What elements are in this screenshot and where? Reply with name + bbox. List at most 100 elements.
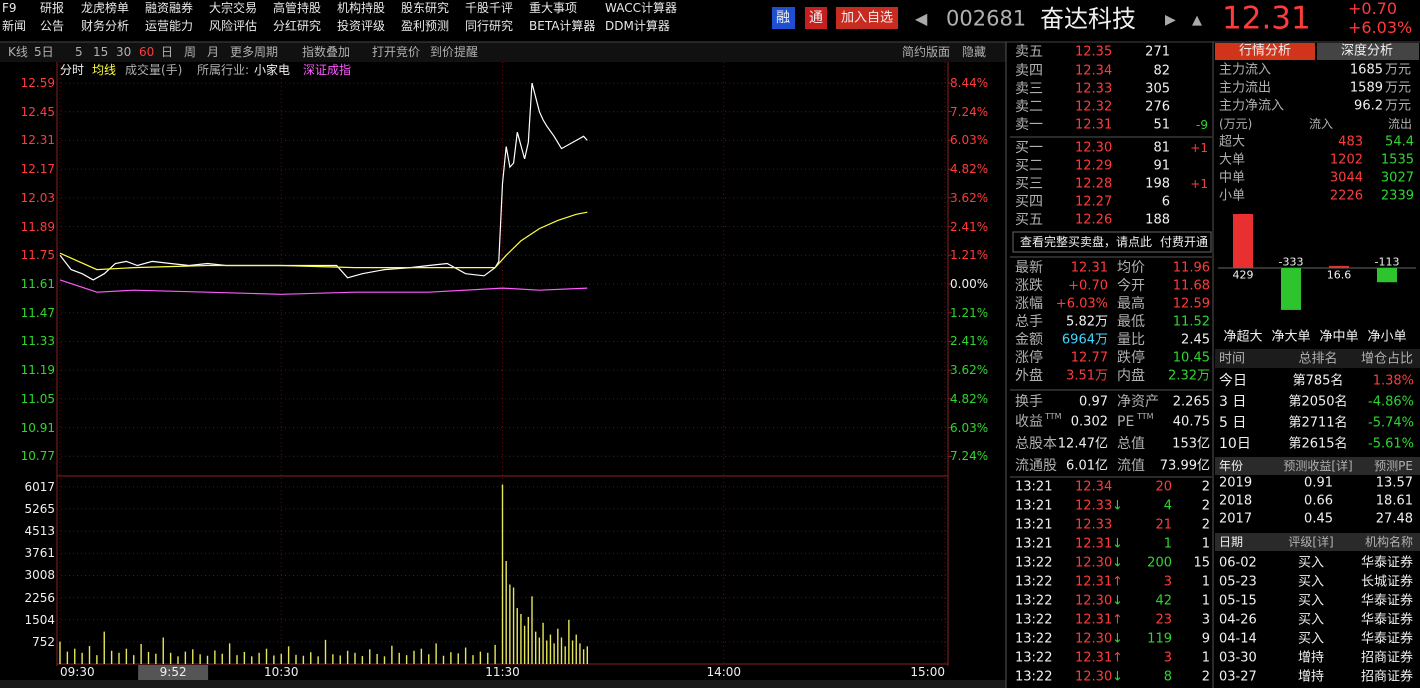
rating: 买入: [1297, 612, 1325, 628]
toolbar-item[interactable]: 更多周期: [230, 45, 279, 59]
menu-item[interactable]: 分红研究: [273, 19, 322, 33]
menu-item[interactable]: 千股千评: [465, 1, 514, 15]
tab-active[interactable]: [1215, 43, 1315, 60]
order-price: 12.32: [1075, 99, 1113, 115]
y2-tick-label: 3.62%: [950, 363, 989, 378]
toolbar-item[interactable]: 简约版面: [902, 45, 951, 59]
volume-bar: [169, 652, 172, 664]
fund-label: 流通股: [1015, 458, 1057, 474]
add-button[interactable]: 加入自选: [840, 10, 894, 26]
y2-tick-label: 2.41%: [950, 334, 989, 349]
menu-item[interactable]: 风险评估: [209, 19, 258, 33]
tab[interactable]: [1317, 43, 1419, 60]
volume-bar: [557, 628, 559, 664]
menu-item[interactable]: 公告: [40, 19, 65, 33]
menu-item[interactable]: 高管持股: [273, 1, 322, 15]
table-header: 日期: [1219, 535, 1244, 549]
toolbar-item[interactable]: 指数叠加: [302, 45, 351, 59]
change: +0.70: [1348, 0, 1398, 18]
tab-label[interactable]: 深度分析: [1340, 43, 1394, 59]
net-category: 净中单: [1319, 329, 1359, 345]
y2-tick-label: 6.03%: [950, 420, 989, 435]
rating: 买入: [1297, 555, 1325, 571]
institution: 华泰证券: [1360, 612, 1413, 628]
menu-item[interactable]: 大宗交易: [209, 1, 258, 15]
flow-label: 主力流出: [1219, 80, 1272, 96]
toolbar-item[interactable]: 日: [161, 45, 174, 59]
toolbar-item[interactable]: 周: [184, 45, 197, 59]
alert-icon[interactable]: ▲: [1192, 13, 1202, 28]
order-change: +1: [1190, 141, 1208, 155]
volume-bar: [155, 653, 157, 664]
net-bar: [1233, 214, 1253, 268]
toolbar-item[interactable]: 15: [93, 45, 109, 59]
menu-item[interactable]: 投资评级: [337, 19, 386, 33]
increase-ratio: 1.38%: [1372, 373, 1414, 389]
notice-link[interactable]: 付费开通: [1160, 235, 1209, 249]
toolbar-item[interactable]: K线: [8, 45, 28, 59]
year: 2019: [1219, 475, 1253, 491]
volume-bar: [376, 653, 378, 664]
menu-item[interactable]: 同行研究: [465, 19, 514, 33]
notice[interactable]: 查看完整买卖盘，请点此: [1020, 235, 1153, 249]
stat-value: 3.51万: [1066, 368, 1108, 384]
trade-volume: 200: [1147, 555, 1172, 571]
volume-bar: [369, 649, 371, 664]
volume-bar: [236, 655, 238, 664]
toolbar-item[interactable]: 到价提醒: [430, 45, 479, 59]
menu-item[interactable]: WACC计算器: [605, 1, 677, 15]
menu-item[interactable]: 重大事项: [529, 1, 578, 15]
prev-arrow[interactable]: ◀: [915, 9, 928, 28]
toolbar-item[interactable]: 5: [75, 45, 83, 59]
stat-label: 量比: [1117, 332, 1145, 348]
trade-price: 12.30: [1075, 555, 1113, 571]
toolbar-item[interactable]: 5日: [34, 45, 54, 59]
table-header: 评级[详]: [1288, 535, 1334, 549]
toolbar-item[interactable]: 60: [139, 45, 155, 59]
legend-item[interactable]: 深证成指: [303, 63, 352, 77]
volume-bar: [582, 649, 585, 664]
menu-item[interactable]: 运营能力: [145, 19, 194, 33]
fund-value: 40.75: [1172, 414, 1210, 430]
trade-count: 2: [1201, 498, 1210, 514]
toolbar-item[interactable]: 打开竞价: [372, 45, 421, 59]
stat-value: +0.70: [1068, 278, 1108, 294]
toolbar-item[interactable]: 30: [116, 45, 132, 59]
menu-item[interactable]: BETA计算器: [529, 19, 596, 33]
menu-item[interactable]: 研报: [40, 1, 65, 15]
badge[interactable]: 融: [776, 10, 790, 26]
order-price: 12.28: [1075, 176, 1113, 192]
menu-item[interactable]: 融资融券: [145, 1, 194, 15]
menu-item[interactable]: 股东研究: [401, 1, 450, 15]
order-label: 卖四: [1015, 63, 1043, 79]
outflow: 54.4: [1385, 134, 1414, 150]
rating: 买入: [1297, 574, 1325, 590]
button-bg[interactable]: [836, 7, 898, 29]
volume-bar: [564, 646, 566, 664]
menu-item[interactable]: 机构持股: [337, 1, 386, 15]
next-arrow[interactable]: ▶: [1165, 12, 1176, 28]
pe: 18.61: [1375, 493, 1413, 509]
trade-price: 12.31: [1075, 536, 1113, 552]
toolbar-item[interactable]: 隐藏: [962, 45, 987, 59]
volume-bar: [310, 652, 312, 664]
menu-item[interactable]: DDM计算器: [605, 19, 670, 33]
x-tick-label: 09:30: [60, 665, 95, 679]
notice-box[interactable]: [1012, 231, 1212, 253]
flow-value: 1685: [1349, 62, 1383, 78]
y-tick-label: 11.47: [20, 305, 55, 320]
table-header: 机构名称: [1364, 535, 1413, 549]
badge[interactable]: 通: [809, 10, 823, 26]
fund-value: 2.265: [1172, 394, 1210, 410]
year: 2017: [1219, 511, 1253, 527]
flow-value: 1589: [1349, 80, 1383, 96]
menu-item[interactable]: 新闻: [2, 19, 27, 33]
toolbar-item[interactable]: 月: [207, 45, 220, 59]
legend-item: 所属行业:: [197, 63, 250, 77]
fund-label: 总股本: [1015, 436, 1057, 452]
menu-item[interactable]: 龙虎榜单: [81, 1, 130, 15]
menu-item[interactable]: 盈利预测: [401, 19, 450, 33]
tab-label[interactable]: 行情分析: [1238, 43, 1292, 59]
menu-item[interactable]: F9: [2, 1, 17, 15]
menu-item[interactable]: 财务分析: [81, 19, 130, 33]
